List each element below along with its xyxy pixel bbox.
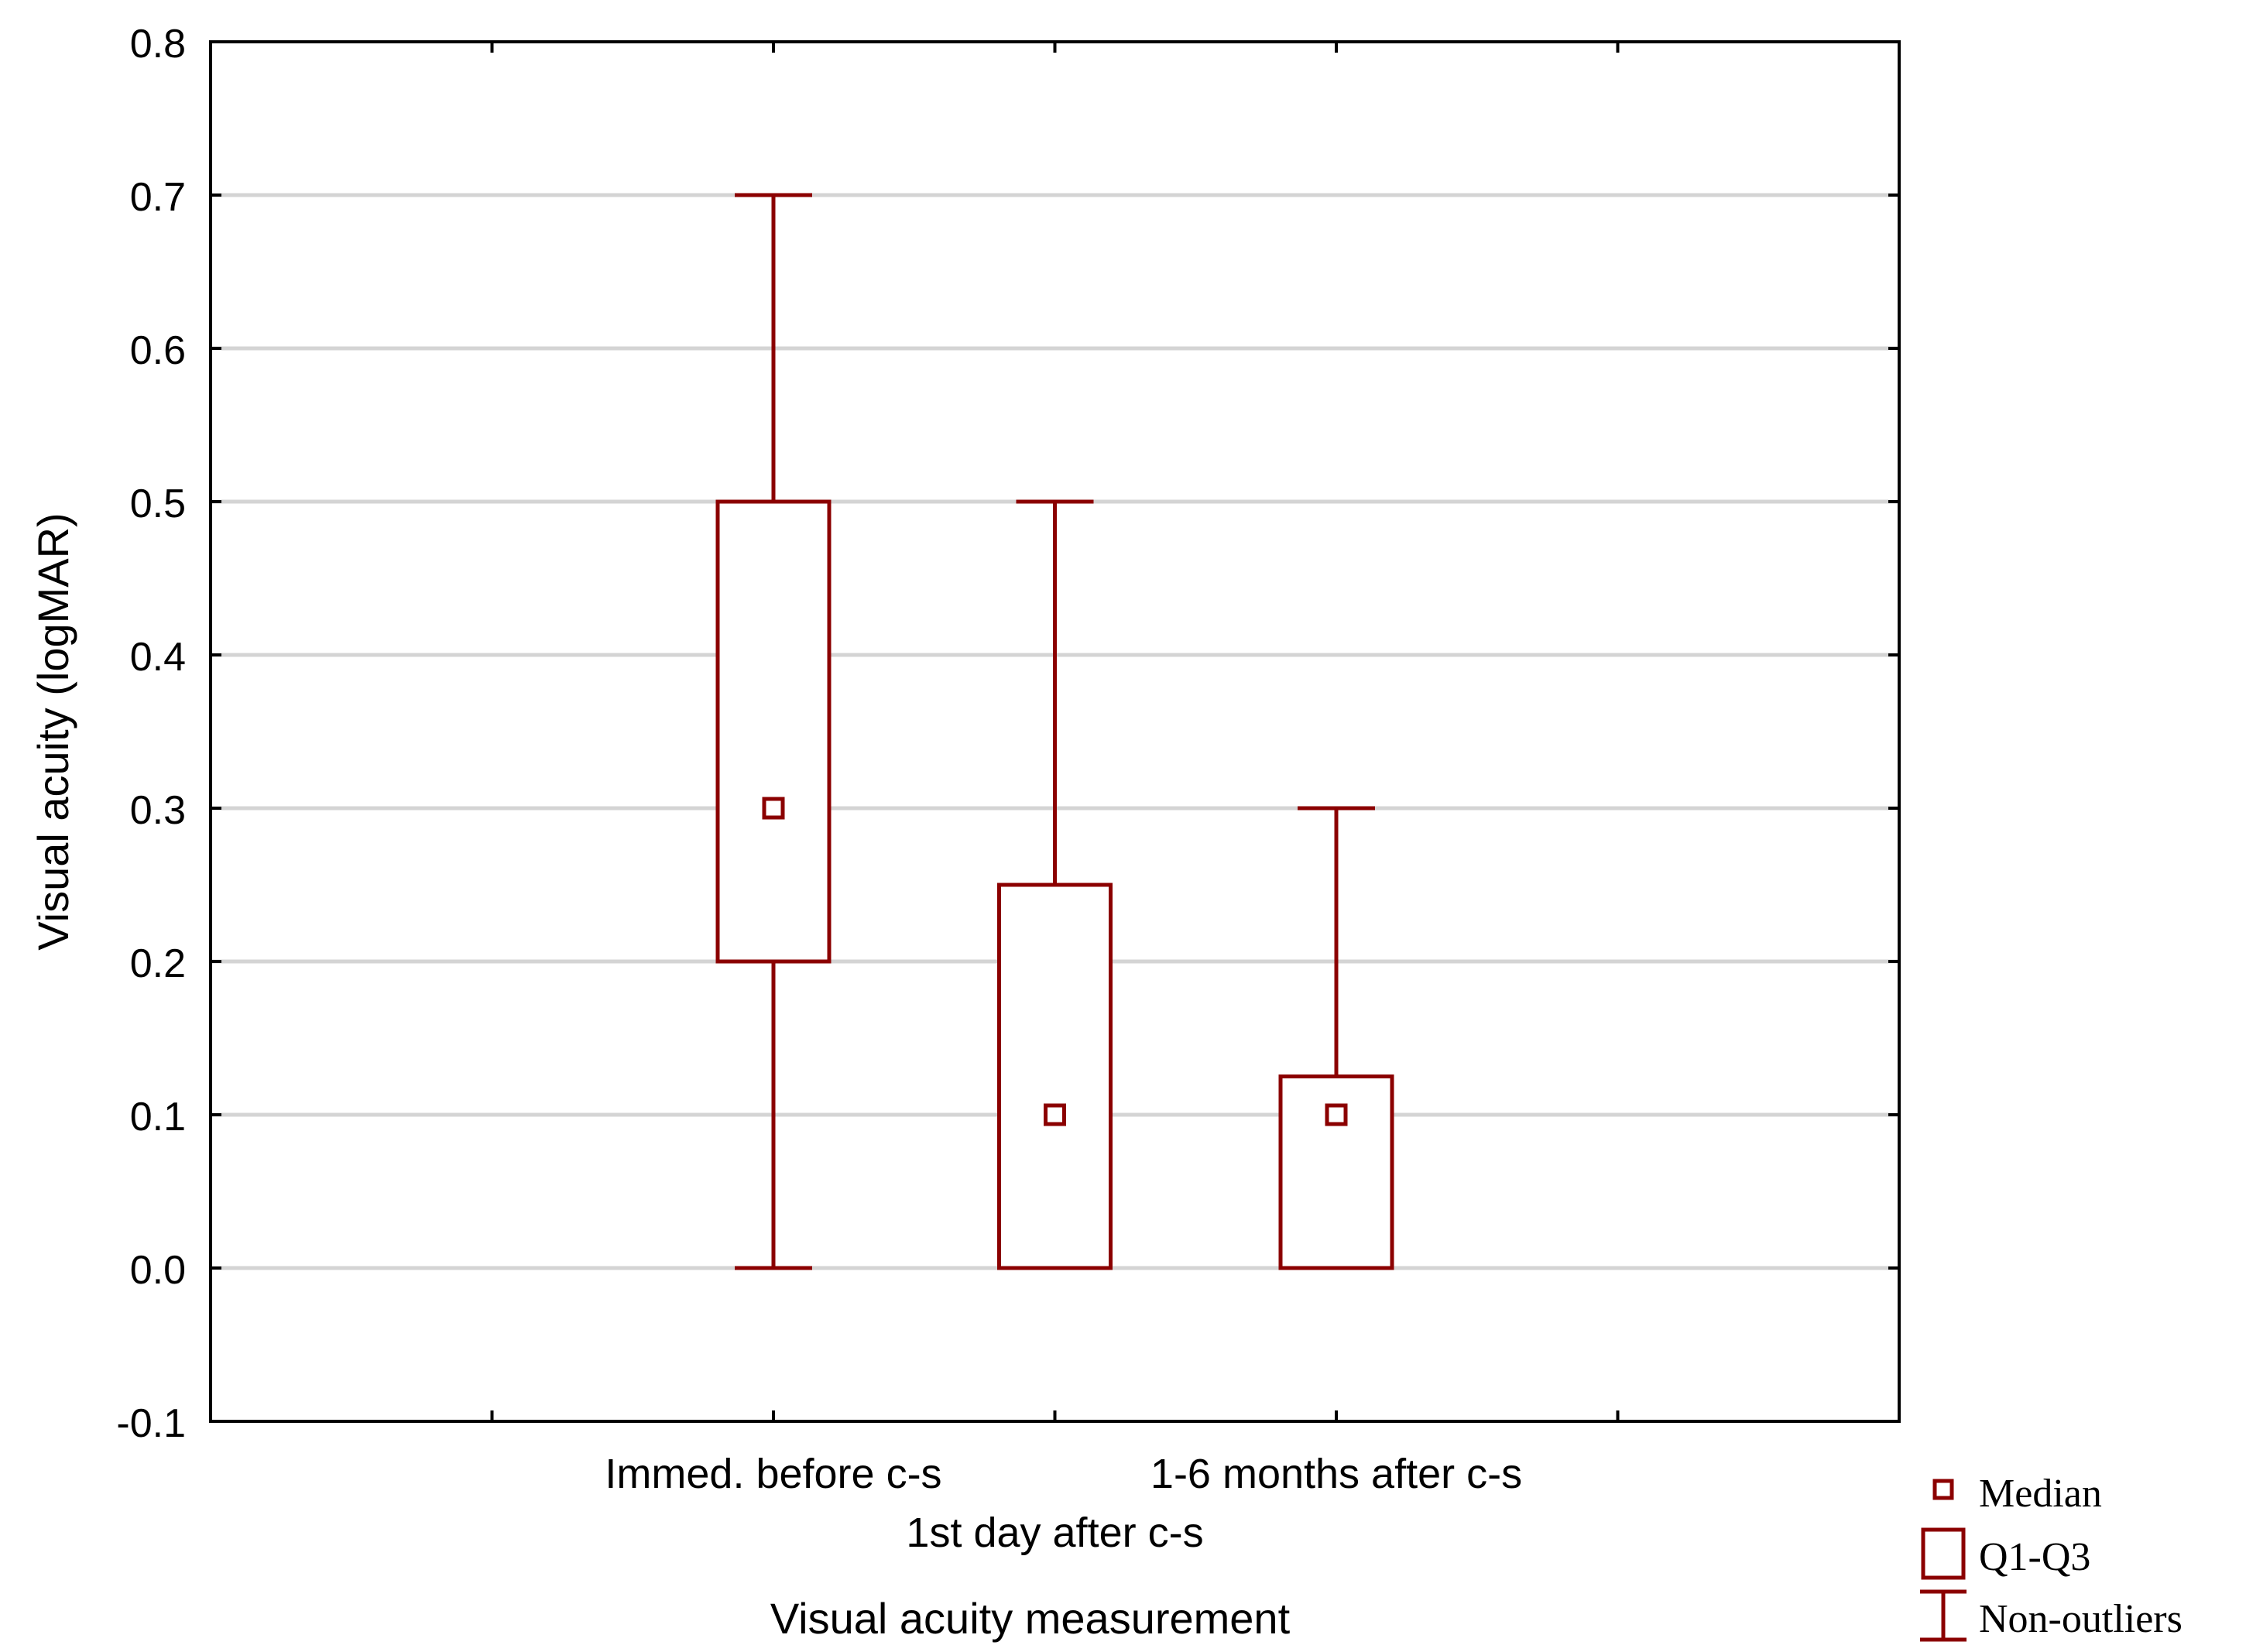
box-group (1278, 806, 1394, 1270)
legend-box-swatch (1921, 1527, 1966, 1580)
box-group (715, 193, 832, 1270)
y-tick-label: 0.6 (130, 328, 186, 373)
y-tick-label: 0.5 (130, 482, 186, 526)
y-axis-ticks: -0.1 0.0 0.1 0.2 0.3 0.4 0.5 0.6 0.7 0.8 (116, 22, 1899, 1446)
x-tick-label: 1st day after c-s (906, 1510, 1203, 1556)
legend-label-q1-q3: Q1-Q3 (1979, 1535, 2090, 1579)
x-axis-label: Visual acuity measurement (770, 1594, 1291, 1643)
iqr-box (997, 883, 1113, 1270)
legend-label-non-outliers: Non-outliers (1979, 1597, 2183, 1641)
legend-label-median: Median (1979, 1472, 2102, 1516)
x-axis-ticks: Immed. before c-s 1st day after c-s 1-6 mo… (490, 42, 1620, 1556)
y-tick-label: 0.7 (130, 175, 186, 220)
y-tick-label: 0.3 (130, 788, 186, 833)
median-marker (1325, 1103, 1348, 1126)
legend-median-marker (1932, 1479, 1954, 1500)
iqr-box (715, 499, 832, 964)
y-tick-label: -0.1 (116, 1401, 186, 1446)
plot-frame (209, 40, 1901, 1423)
y-tick-label: 0.0 (130, 1248, 186, 1293)
y-tick-label: 0.8 (130, 22, 186, 67)
x-tick-label: Immed. before c-s (605, 1451, 941, 1497)
box-group (997, 499, 1113, 1270)
y-tick-label: 0.2 (130, 941, 186, 986)
median-marker (762, 797, 785, 820)
y-axis-label: Visual acuity (logMAR) (29, 512, 77, 950)
median-marker (1044, 1103, 1066, 1126)
x-tick-label: 1-6 months after c-s (1150, 1451, 1522, 1497)
y-tick-label: 0.4 (130, 635, 186, 680)
box-series (715, 193, 1394, 1270)
legend: Median Q1-Q3 Non-outliers (1920, 1472, 2183, 1642)
y-tick-label: 0.1 (130, 1095, 186, 1140)
